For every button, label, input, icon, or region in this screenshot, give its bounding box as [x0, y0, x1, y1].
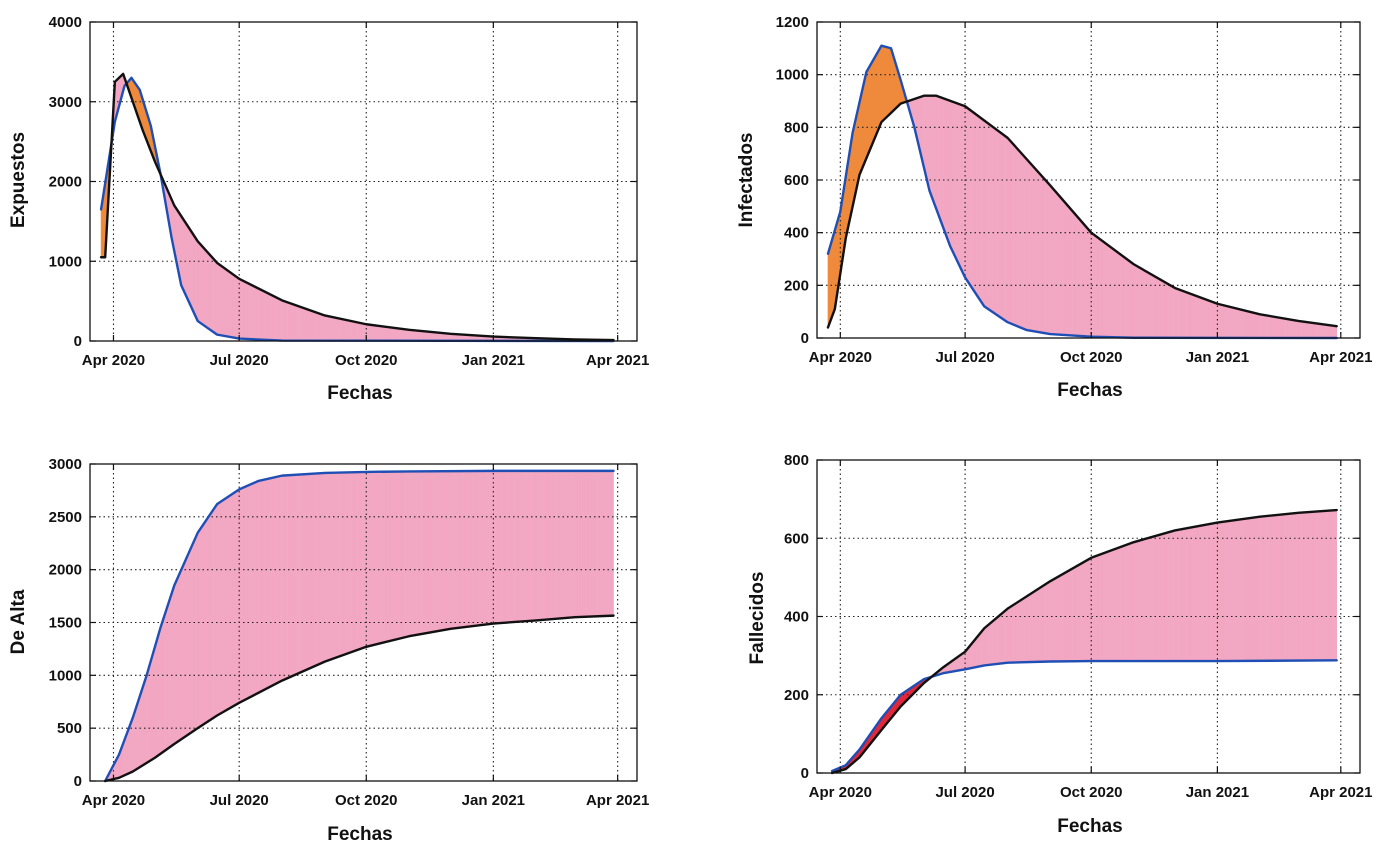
y-tick-label: 1200 — [776, 14, 809, 31]
y-tick-label: 0 — [74, 333, 82, 350]
y-tick-label: 800 — [784, 452, 809, 469]
x-tick-label: Apr 2021 — [1309, 784, 1372, 801]
y-tick-label: 200 — [784, 277, 809, 294]
y-axis-title: Infectados — [736, 132, 757, 227]
y-tick-label: 0 — [801, 330, 809, 347]
y-tick-label: 4000 — [49, 14, 82, 31]
y-tick-label: 400 — [784, 225, 809, 242]
series-line-blue — [832, 660, 1337, 771]
x-tick-label: Jan 2021 — [1186, 784, 1249, 801]
x-tick-label: Oct 2020 — [1060, 349, 1123, 366]
x-tick-label: Jul 2020 — [210, 352, 269, 369]
x-tick-label: Apr 2021 — [1309, 349, 1372, 366]
y-tick-label: 3000 — [49, 456, 82, 473]
y-tick-label: 0 — [801, 765, 809, 782]
y-tick-label: 500 — [57, 720, 82, 737]
series-line-black — [101, 74, 613, 340]
x-axis-title: Fechas — [327, 383, 392, 404]
x-tick-label: Oct 2020 — [335, 352, 398, 369]
plot-panel-expuestos: 0 1000 2000 3000 4000 Apr 2020 Jul 2020 Oct 202… — [8, 14, 649, 404]
y-tick-label: 2500 — [49, 509, 82, 526]
y-tick-label: 800 — [784, 119, 809, 136]
x-tick-label: Oct 2020 — [335, 792, 398, 809]
x-axis-title: Fechas — [1057, 816, 1122, 837]
x-tick-label: Apr 2021 — [586, 352, 649, 369]
y-tick-label: 1000 — [776, 67, 809, 84]
fill-band — [1335, 326, 1336, 338]
y-axis-title: Expuestos — [8, 132, 29, 228]
plot-panel-de-alta: 0 500 1000 1500 2000 2500 3000 Apr 2020 Jul 2020… — [8, 456, 649, 844]
x-tick-label: Oct 2020 — [1060, 784, 1123, 801]
y-tick-label: 2000 — [49, 562, 82, 579]
y-tick-label: 0 — [74, 773, 82, 790]
x-tick-label: Jan 2021 — [1186, 349, 1249, 366]
x-tick-label: Jan 2021 — [462, 792, 525, 809]
x-tick-label: Apr 2020 — [809, 784, 872, 801]
y-tick-label: 1000 — [49, 667, 82, 684]
x-tick-label: Jul 2020 — [935, 784, 994, 801]
fill-band — [1335, 510, 1336, 660]
y-tick-label: 400 — [784, 609, 809, 626]
x-axis-title: Fechas — [1057, 380, 1122, 401]
y-axis-title: De Alta — [8, 589, 29, 654]
y-tick-label: 600 — [784, 530, 809, 547]
plot-panel-fallecidos: 0 200 400 600 800 Apr 2020 Jul 2020 Oct 2020 Jan… — [747, 452, 1372, 837]
x-tick-label: Jul 2020 — [210, 792, 269, 809]
x-axis-title: Fechas — [327, 824, 392, 844]
x-tick-label: Apr 2020 — [82, 352, 145, 369]
y-tick-label: 2000 — [49, 174, 82, 191]
y-tick-label: 1000 — [49, 253, 82, 270]
x-tick-label: Jan 2021 — [462, 352, 525, 369]
y-tick-label: 3000 — [49, 94, 82, 111]
plot-panel-infectados: 0 200 400 600 800 1000 1200 Apr 2020 Jul 2020 Oct… — [736, 14, 1372, 401]
y-tick-label: 1500 — [49, 615, 82, 632]
x-tick-label: Apr 2021 — [586, 792, 649, 809]
x-tick-label: Apr 2020 — [809, 349, 872, 366]
y-tick-label: 600 — [784, 172, 809, 189]
y-tick-label: 200 — [784, 687, 809, 704]
x-tick-label: Jul 2020 — [935, 349, 994, 366]
y-axis-title: Fallecidos — [747, 572, 768, 665]
x-tick-label: Apr 2020 — [82, 792, 145, 809]
fill-band — [612, 471, 613, 616]
